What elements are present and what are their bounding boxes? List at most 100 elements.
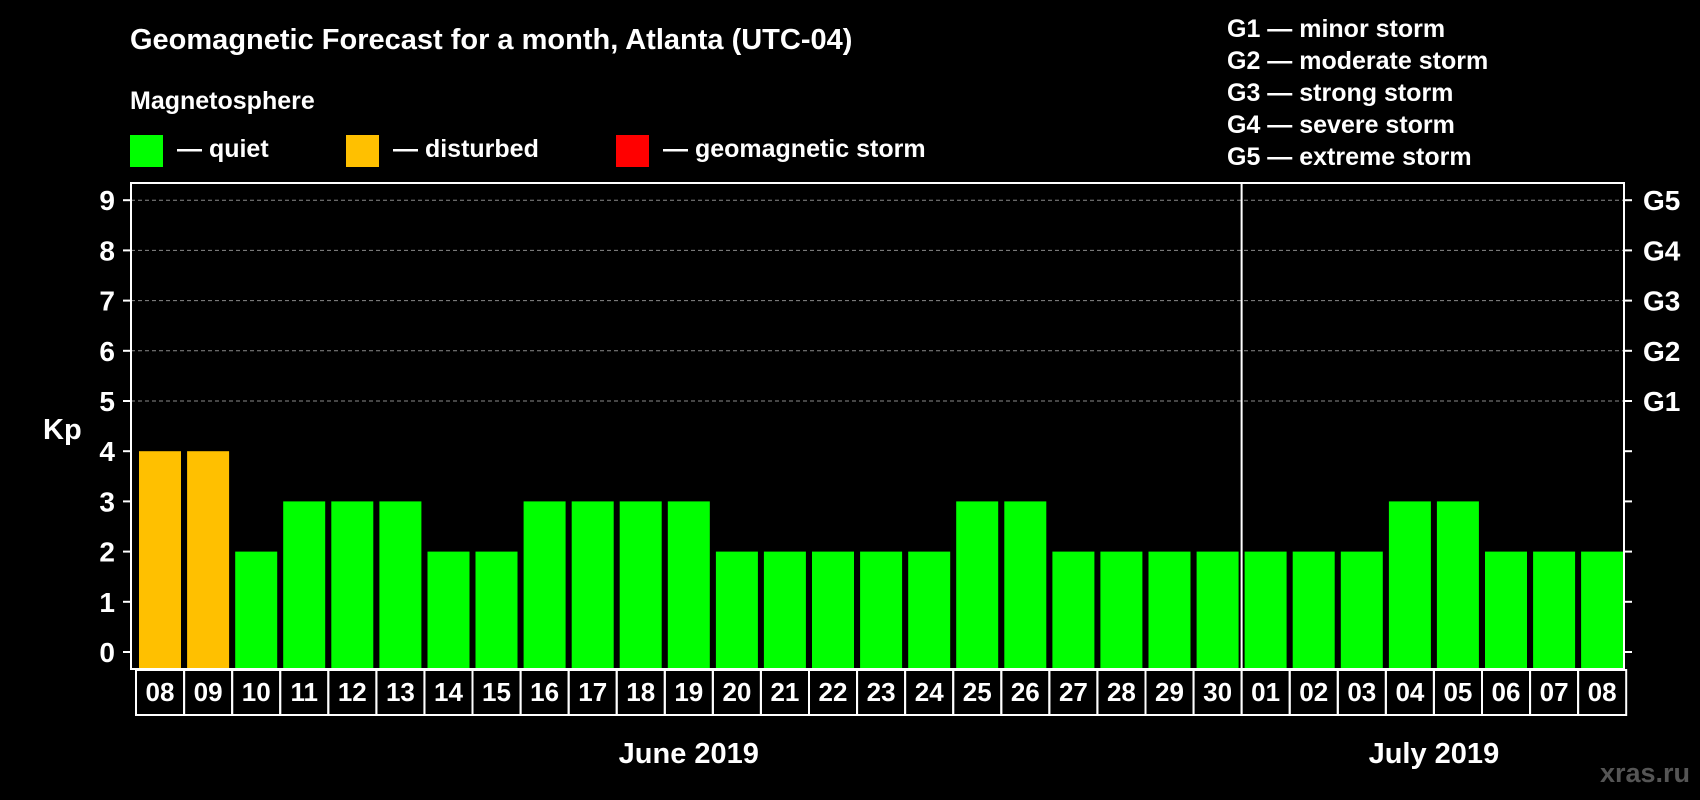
day-label-28: 06 [1492,677,1521,707]
legend: — quiet — disturbed — geomagnetic storm [130,135,926,167]
bar-18 [1004,501,1047,668]
day-label-15: 23 [867,677,896,707]
y-tick-label: 7 [99,286,115,317]
day-label-4: 12 [338,677,367,707]
day-label-23: 01 [1251,677,1280,707]
legend-section-title: Magnetosphere [130,87,315,115]
day-label-24: 02 [1299,677,1328,707]
chart-title: Geomagnetic Forecast for a month, Atlant… [130,24,852,56]
bar-14 [812,551,854,668]
bar-28 [1485,551,1527,668]
bar-24 [1292,551,1335,668]
legend-label-disturbed: — disturbed [393,135,539,163]
day-label-0: 08 [146,677,175,707]
y-tick-label: 6 [99,336,115,367]
bar-26 [1388,501,1431,668]
day-label-29: 07 [1540,677,1569,707]
day-label-8: 16 [530,677,559,707]
right-axis-ticks: G1 G2 G3 G4 G5 [1624,185,1681,653]
y-tick-label: 3 [99,486,115,517]
day-box [1577,669,1628,716]
storm-scale-legend: G1 — minor storm G2 — moderate storm G3 … [1227,15,1488,171]
day-label-14: 22 [819,677,848,707]
bar-29 [1533,551,1576,668]
legend-swatch-storm [616,135,649,167]
day-label-16: 24 [915,677,944,707]
day-label-2: 10 [242,677,271,707]
bar-10 [619,501,662,668]
legend-swatch-quiet [130,135,163,167]
right-axis-label: G5 [1643,185,1680,216]
legend-swatch-disturbed [346,135,379,167]
month-label-0: June 2019 [619,738,759,770]
day-label-10: 18 [626,677,655,707]
bar-3 [283,501,326,668]
right-axis-label: G4 [1643,235,1681,266]
bars [139,451,1624,668]
day-label-18: 26 [1011,677,1040,707]
y-axis-ticks: 0 1 2 3 4 5 6 7 8 9 [99,185,131,668]
storm-scale-g1: G1 — minor storm [1227,15,1445,43]
watermark: xras.ru [1600,758,1690,788]
bar-8 [523,501,566,668]
bar-20 [1100,551,1143,668]
y-tick-label: 2 [99,537,115,568]
bar-27 [1436,501,1479,668]
right-axis-label: G1 [1643,386,1680,417]
y-tick-label: 1 [99,587,115,618]
bar-30 [1581,551,1624,668]
bar-17 [956,501,999,668]
right-axis-label: G2 [1643,336,1680,367]
bar-15 [860,551,903,668]
day-label-1: 09 [194,677,223,707]
day-label-7: 15 [482,677,511,707]
y-tick-label: 9 [99,185,115,216]
bar-7 [475,551,518,668]
day-label-3: 11 [290,677,318,707]
bar-12 [715,551,758,668]
bar-1 [187,451,230,668]
storm-scale-g4: G4 — severe storm [1227,111,1455,139]
bar-19 [1052,551,1095,668]
bar-13 [763,551,806,668]
bar-9 [571,501,614,668]
y-tick-label: 4 [99,436,115,467]
y-axis-label: Kp [43,414,82,446]
bar-6 [427,551,470,668]
y-tick-label: 5 [99,386,115,417]
x-axis-day-labels: 08 09 10 11 12 13 14 15 16 17 18 19 20 21 22 23 24 25 26 27… [135,669,1628,716]
x-axis-month-labels: June 2019 July 2019 [619,738,1500,770]
bar-21 [1148,551,1191,668]
y-tick-label: 8 [99,235,115,266]
storm-scale-g5: G5 — extreme storm [1227,143,1472,171]
day-label-5: 13 [386,677,415,707]
legend-label-storm: — geomagnetic storm [663,135,926,163]
bar-11 [667,501,710,668]
storm-scale-g2: G2 — moderate storm [1227,47,1488,75]
right-axis-label: G3 [1643,286,1680,317]
day-label-22: 30 [1203,677,1232,707]
bar-22 [1196,551,1239,668]
grid-lines [131,199,1624,402]
day-label-26: 04 [1395,677,1424,707]
day-label-9: 17 [578,677,607,707]
bar-2 [235,551,278,668]
bar-4 [331,501,374,668]
bar-5 [379,501,422,668]
day-label-19: 27 [1059,677,1088,707]
bar-16 [908,551,951,668]
day-label-13: 21 [770,677,799,707]
day-label-25: 03 [1347,677,1376,707]
day-label-11: 19 [674,677,703,707]
day-label-17: 25 [963,677,992,707]
day-label-30: 08 [1588,677,1617,707]
day-label-20: 28 [1107,677,1136,707]
day-label-21: 29 [1155,677,1184,707]
day-label-6: 14 [434,677,463,707]
legend-label-quiet: — quiet [177,135,269,163]
day-label-27: 05 [1443,677,1472,707]
bar-25 [1340,551,1383,668]
y-tick-label: 0 [99,637,115,668]
bar-0 [139,451,181,668]
